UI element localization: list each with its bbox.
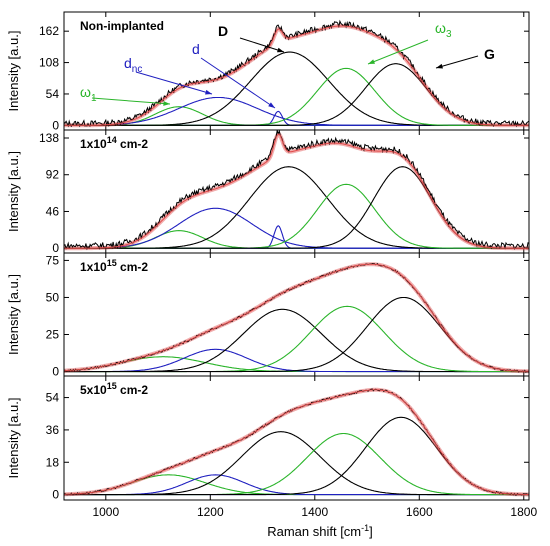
annotation-arrow	[91, 97, 171, 105]
y-tick-label: 138	[39, 131, 59, 145]
plot-area	[64, 130, 529, 251]
total-fit	[64, 25, 529, 126]
y-tick-label: 92	[46, 168, 60, 182]
y-tick-label: 75	[46, 253, 60, 267]
component-ω3	[64, 305, 529, 373]
annotation-ω3: ω3	[435, 20, 452, 40]
x-tick-label: 1400	[301, 505, 328, 519]
x-tick-label: 1800	[510, 505, 537, 519]
y-tick-label: 25	[46, 328, 60, 342]
panel-2: 0 46 92 138 Intensity [a.u.] 1x1014 cm-2	[6, 129, 530, 255]
panel-label: 1x1014 cm-2	[80, 135, 148, 151]
total-fit	[64, 263, 529, 372]
component-G	[64, 296, 529, 373]
y-tick-label: 0	[52, 118, 59, 132]
annotation-arrowhead	[205, 89, 212, 95]
annotation-arrowhead	[163, 101, 170, 106]
y-tick-label: 50	[46, 290, 60, 304]
annotation-D: D	[218, 23, 228, 39]
fit-envelope	[64, 24, 529, 128]
panel-3: 0 25 50 75 Intensity [a.u.] 1x1015 cm-2	[6, 252, 530, 379]
fit-envelope	[64, 262, 529, 374]
annotation-arrow	[200, 57, 276, 109]
panel-4: 0 18 36 54 Intensity [a.u.] 5x1015 cm-2	[6, 375, 530, 502]
panel-frame	[63, 375, 530, 501]
x-axis-title: Raman shift [cm-1]	[267, 523, 373, 539]
annotation-arrow	[435, 55, 479, 69]
y-tick-label: 46	[46, 204, 60, 218]
measured-spectrum	[64, 262, 529, 373]
x-tick-label: 1000	[92, 505, 119, 519]
component-ω3	[64, 432, 529, 496]
measured-spectrum	[64, 388, 529, 496]
annotation-G: G	[484, 46, 495, 62]
total-fit	[64, 389, 529, 495]
annotation-arrow	[135, 71, 213, 95]
annotation-arrowhead	[368, 59, 375, 64]
annotation-arrowhead	[268, 102, 275, 108]
x-axis: 1000 1200 1400 1600 1800	[92, 505, 537, 519]
x-tick-label: 1200	[197, 505, 224, 519]
y-tick-label: 0	[52, 488, 59, 502]
component-D	[64, 431, 529, 496]
component-D	[64, 308, 529, 373]
y-tick-label: 54	[46, 87, 60, 101]
y-axis-title: Intensity [a.u.]	[6, 151, 21, 232]
y-tick-label: 18	[46, 455, 60, 469]
x-tick-label: 1600	[406, 505, 433, 519]
annotation-ω1: ω1	[80, 84, 97, 104]
component-ω1	[64, 474, 529, 496]
fit-envelope	[64, 387, 529, 497]
annotation-dnc: dnc	[124, 55, 142, 75]
annotation-arrowhead	[277, 47, 284, 53]
component-dnc	[64, 474, 529, 496]
y-axis-title: Intensity [a.u.]	[6, 31, 21, 112]
total-fit	[64, 133, 529, 249]
annotation-arrowhead	[436, 63, 443, 69]
y-axis-title: Intensity [a.u.]	[6, 274, 21, 355]
plot-area	[64, 387, 529, 497]
panel-1: 0 54 108 162 Intensity [a.u.] Non-implanted D G…	[6, 11, 530, 132]
panel-label: 1x1015 cm-2	[80, 258, 148, 274]
annotation-arrow	[367, 39, 429, 65]
annotation-arrow	[239, 37, 285, 53]
y-tick-label: 0	[52, 241, 59, 255]
y-tick-label: 54	[46, 391, 60, 405]
panel-label: 5x1015 cm-2	[80, 381, 148, 397]
y-tick-label: 162	[39, 24, 59, 38]
y-tick-label: 108	[39, 56, 59, 70]
y-tick-label: 0	[52, 365, 59, 379]
plot-area	[64, 262, 529, 374]
plot-area	[64, 19, 529, 128]
annotation-d: d	[192, 41, 200, 57]
y-axis-title: Intensity [a.u.]	[6, 398, 21, 479]
y-tick-label: 36	[46, 423, 60, 437]
chart-panels: 0 54 108 162 Intensity [a.u.] Non-implanted D G…	[6, 11, 530, 502]
panel-label: Non-implanted	[80, 19, 164, 33]
